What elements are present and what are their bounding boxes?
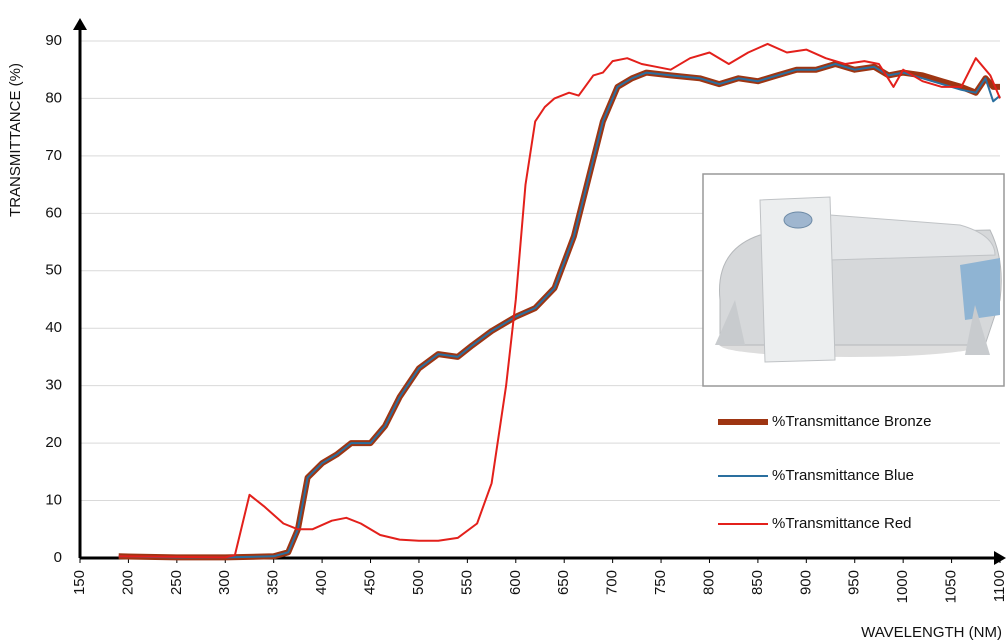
- x-tick-label: 600: [507, 570, 524, 595]
- y-axis-label: TRANSMITTANCE (%): [7, 63, 24, 217]
- legend-label: %Transmittance Blue: [772, 467, 914, 484]
- x-tick-label: 850: [749, 570, 766, 595]
- chart: 0 10 20 30 40 50 60 70 80 90 150 200 250 300 350 400 450…: [0, 0, 1006, 644]
- x-tick-label: 350: [265, 570, 282, 595]
- x-tick-label: 450: [361, 570, 378, 595]
- x-tick-label: 400: [313, 570, 330, 595]
- y-tick-label: 40: [45, 319, 62, 336]
- x-tick-label: 150: [71, 570, 88, 595]
- y-tick-label: 0: [54, 549, 62, 566]
- x-tick-label: 650: [555, 570, 572, 595]
- x-tick-label: 800: [700, 570, 717, 595]
- x-tick-label: 1100: [991, 570, 1006, 602]
- y-tick-label: 70: [45, 147, 62, 164]
- x-tick-label: 300: [216, 570, 233, 595]
- y-tick-label: 80: [45, 89, 62, 106]
- y-tick-label: 50: [45, 262, 62, 279]
- x-tick-label: 950: [846, 570, 863, 595]
- y-tick-label: 60: [45, 204, 62, 221]
- legend-label: %Transmittance Red: [772, 515, 912, 532]
- inset-photo: [703, 174, 1004, 386]
- x-tick-label: 1000: [894, 570, 911, 603]
- x-axis-label: WAVELENGTH (NM): [861, 624, 1002, 641]
- y-tick-label: 10: [45, 492, 62, 509]
- x-tick-label: 750: [652, 570, 669, 595]
- x-tick-label: 500: [410, 570, 427, 595]
- y-tick-label: 30: [45, 377, 62, 394]
- x-tick-label: 250: [168, 570, 185, 595]
- x-tick-label: 550: [458, 570, 475, 595]
- x-tick-label: 700: [604, 570, 621, 595]
- x-tick-label: 900: [797, 570, 814, 595]
- x-tick-label: 1050: [943, 570, 960, 603]
- y-tick-label: 20: [45, 434, 62, 451]
- x-tick-label: 200: [119, 570, 136, 595]
- y-axis-arrow: [73, 18, 87, 30]
- y-tick-label: 90: [45, 32, 62, 49]
- legend-label: %Transmittance Bronze: [772, 413, 932, 430]
